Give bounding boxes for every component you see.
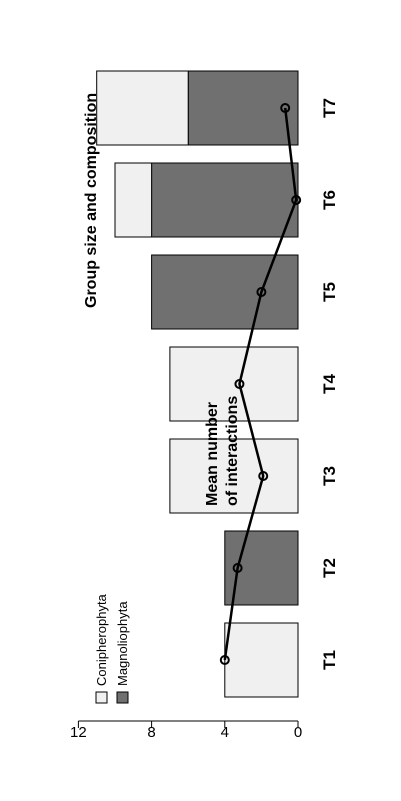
- y-tick-label-12: 12: [70, 724, 87, 741]
- bar-segment-magnoliophyta-t5: [151, 254, 299, 330]
- line-annotation-line-1: Mean number: [204, 402, 221, 506]
- y-axis: 0 4 8 12: [70, 720, 302, 741]
- category-label-t2: T2: [320, 558, 339, 578]
- interaction-point-t2: [232, 563, 243, 573]
- legend-label-conipherophyta: Conipherophyta: [94, 593, 109, 686]
- category-label-t4: T4: [320, 374, 339, 394]
- interaction-point-t4: [234, 379, 245, 389]
- interaction-point-t5: [256, 287, 267, 297]
- y-tick-label-0: 0: [294, 724, 302, 741]
- category-label-t3: T3: [320, 466, 339, 486]
- interaction-point-t7: [280, 103, 291, 113]
- bar-segment-conipherophyta-t3: [169, 438, 299, 514]
- category-label-t1: T1: [320, 650, 339, 670]
- y-tick-label-8: 8: [147, 724, 155, 741]
- interaction-point-t1: [219, 655, 230, 665]
- category-label-t7: T7: [320, 98, 339, 118]
- legend: Conipherophyta Magnoliophyta: [94, 593, 130, 704]
- bars-layer: [96, 70, 299, 698]
- legend-swatch-conipherophyta: [95, 691, 108, 704]
- bar-segment-magnoliophyta-t2: [224, 530, 299, 606]
- line-annotation-line-2: of interactions: [224, 396, 241, 506]
- chart-title: Group size and composition: [83, 93, 100, 308]
- interaction-point-t3: [258, 471, 269, 481]
- y-tick-label-4: 4: [221, 724, 229, 741]
- legend-swatch-magnoliophyta: [116, 691, 129, 704]
- bar-segment-conipherophyta-t7: [96, 70, 189, 146]
- interaction-line: [223, 107, 298, 661]
- line-annotation: Mean number of interactions: [204, 396, 241, 506]
- legend-label-magnoliophyta: Magnoliophyta: [115, 601, 130, 686]
- category-label-t6: T6: [320, 190, 339, 210]
- bar-segment-conipherophyta-t6: [114, 162, 153, 238]
- plot-area: 0 4 8 12 T1 T2 T3 T4 T5 T6 T7 Conipherophyta Magn…: [70, 70, 339, 741]
- category-label-t5: T5: [320, 282, 339, 302]
- interaction-line-layer: [219, 103, 302, 665]
- bar-segment-conipherophyta-t4: [169, 346, 299, 422]
- bar-segment-conipherophyta-t1: [224, 622, 299, 698]
- bar-segment-magnoliophyta-t6: [151, 162, 299, 238]
- interaction-point-t6: [291, 195, 302, 205]
- x-axis-category-labels: T1 T2 T3 T4 T5 T6 T7: [320, 98, 339, 670]
